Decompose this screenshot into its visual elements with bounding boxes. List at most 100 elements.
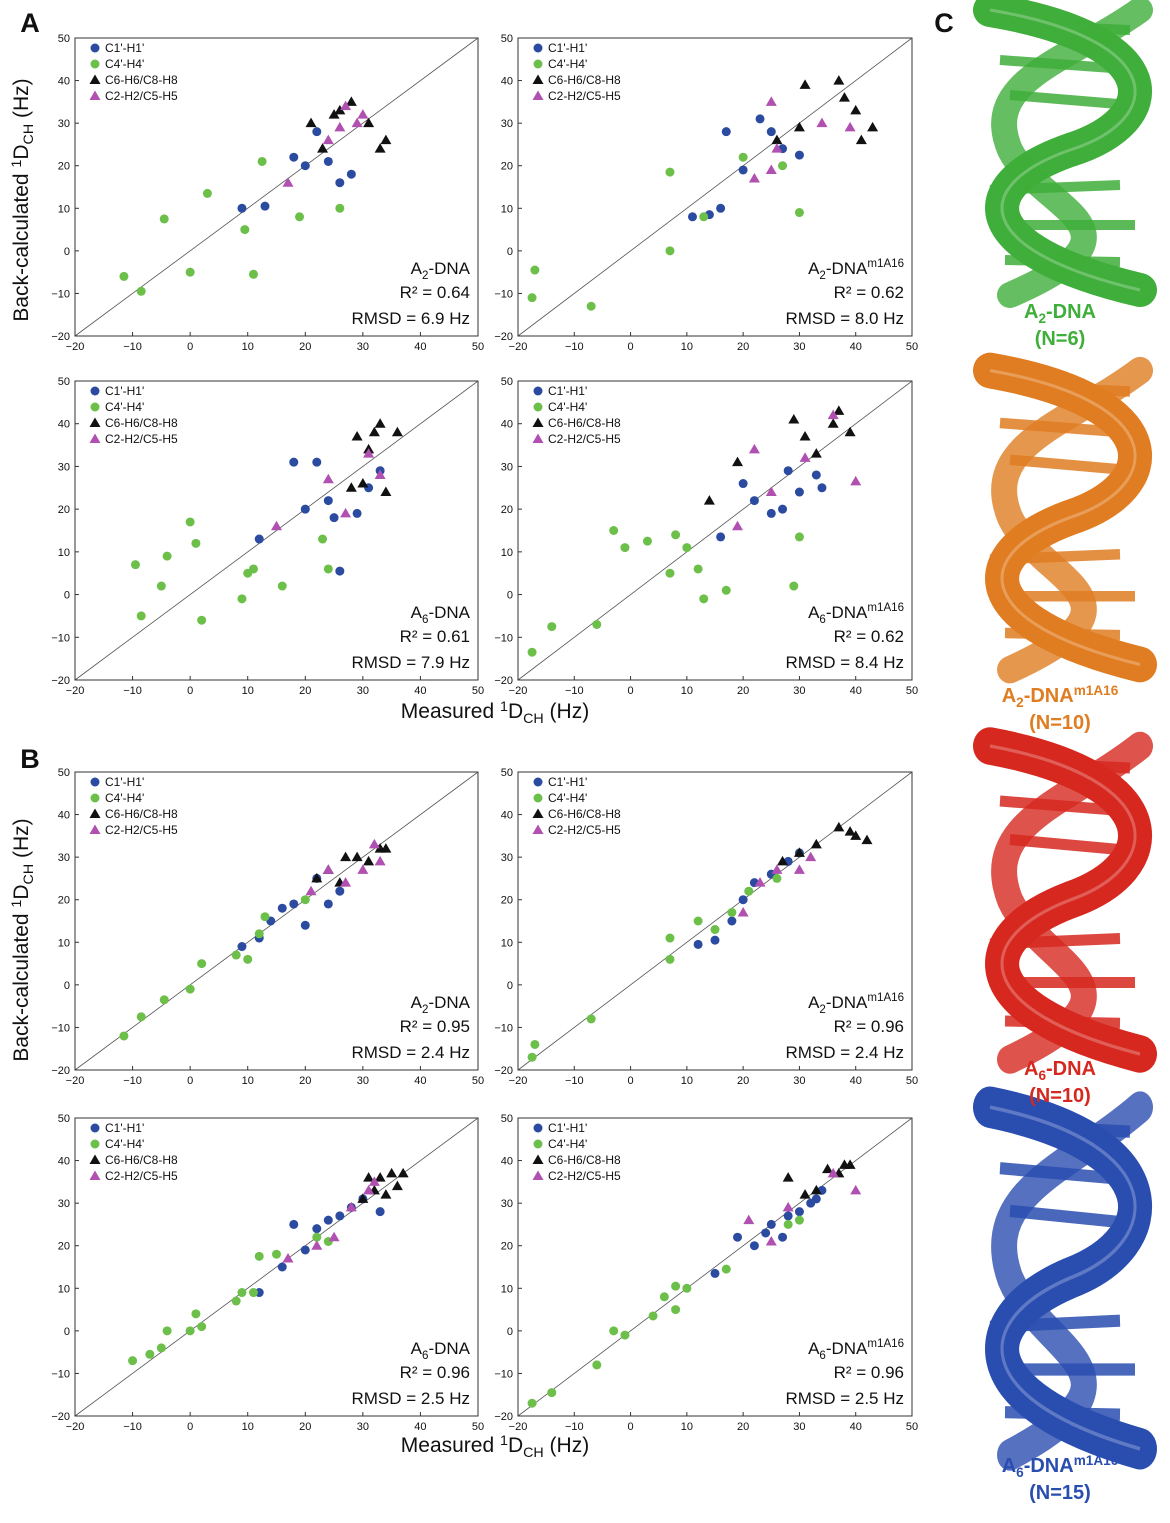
point bbox=[289, 458, 298, 467]
point bbox=[289, 153, 298, 162]
point bbox=[301, 921, 310, 930]
y-tick-label: 10 bbox=[501, 1283, 513, 1295]
point bbox=[722, 1265, 731, 1274]
y-tick-label: 10 bbox=[501, 937, 513, 949]
legend-label: C4'-H4' bbox=[105, 1137, 144, 1151]
y-tick-label: −20 bbox=[494, 1065, 513, 1077]
y-tick-label: 0 bbox=[64, 246, 70, 258]
x-tick-label: 20 bbox=[737, 685, 749, 697]
point bbox=[750, 496, 759, 505]
legend-marker bbox=[91, 403, 100, 412]
point bbox=[160, 995, 169, 1004]
legend-marker bbox=[534, 1124, 543, 1133]
legend-label: C1'-H1' bbox=[105, 1121, 144, 1135]
x-tick-label: 30 bbox=[357, 1075, 369, 1087]
point bbox=[243, 955, 252, 964]
point bbox=[119, 1031, 128, 1040]
point bbox=[237, 594, 246, 603]
x-tick-label: 30 bbox=[793, 1421, 805, 1433]
point bbox=[119, 272, 128, 281]
legend-label: C1'-H1' bbox=[105, 775, 144, 789]
x-tick-label: 10 bbox=[681, 685, 693, 697]
plot: −20−1001020304050−20−1001020304050C1'-H1… bbox=[51, 376, 484, 697]
structure-a6-m1a16 bbox=[990, 1107, 1140, 1455]
text-part: (Hz) bbox=[10, 818, 33, 864]
point bbox=[237, 204, 246, 213]
point bbox=[528, 1399, 537, 1408]
point bbox=[318, 535, 327, 544]
y-tick-label: 0 bbox=[64, 1326, 70, 1338]
y-tick-label: −10 bbox=[51, 288, 70, 300]
y-tick-label: 30 bbox=[501, 852, 513, 864]
point bbox=[665, 569, 674, 578]
y-tick-label: 10 bbox=[58, 1283, 70, 1295]
point bbox=[335, 567, 344, 576]
point bbox=[665, 934, 674, 943]
point bbox=[784, 1211, 793, 1220]
x-tick-label: 40 bbox=[414, 341, 426, 353]
y-tick-label: 0 bbox=[64, 590, 70, 602]
y-tick-label: −10 bbox=[494, 1368, 513, 1380]
y-tick-label: 30 bbox=[501, 1198, 513, 1210]
point bbox=[197, 959, 206, 968]
x-tick-label: 10 bbox=[242, 341, 254, 353]
text-part: 1 bbox=[9, 160, 25, 168]
point bbox=[335, 178, 344, 187]
x-tick-label: 40 bbox=[850, 685, 862, 697]
point bbox=[722, 586, 731, 595]
legend-marker bbox=[91, 44, 100, 53]
x-tick-label: −10 bbox=[123, 341, 142, 353]
point bbox=[157, 582, 166, 591]
legend-marker bbox=[534, 387, 543, 396]
point bbox=[587, 1014, 596, 1023]
point bbox=[312, 1224, 321, 1233]
point bbox=[240, 225, 249, 234]
text-part: A bbox=[411, 259, 423, 278]
point bbox=[772, 874, 781, 883]
point bbox=[649, 1311, 658, 1320]
text-part: A bbox=[808, 259, 820, 278]
point bbox=[767, 509, 776, 518]
text-part: -DNA bbox=[826, 603, 868, 622]
x-tick-label: −10 bbox=[565, 685, 584, 697]
point bbox=[744, 887, 753, 896]
x-tick-label: 0 bbox=[628, 341, 634, 353]
legend-label: C4'-H4' bbox=[548, 791, 587, 805]
legend-label: C2-H2/C5-H5 bbox=[548, 89, 621, 103]
rmsd: RMSD = 6.9 Hz bbox=[351, 309, 470, 328]
figure: ABCMeasured 1DCH (Hz)Back-calculated 1DC… bbox=[0, 0, 1170, 1518]
point bbox=[260, 202, 269, 211]
point bbox=[727, 917, 736, 926]
point bbox=[335, 204, 344, 213]
text-part: (Hz) bbox=[544, 700, 590, 723]
r-squared: R² = 0.96 bbox=[834, 1017, 904, 1036]
x-tick-label: 30 bbox=[357, 685, 369, 697]
point bbox=[699, 212, 708, 221]
point bbox=[716, 204, 725, 213]
text-part: m1A16 bbox=[867, 602, 904, 614]
legend-marker bbox=[91, 387, 100, 396]
point bbox=[186, 985, 195, 994]
y-axis-label: Back-calculated 1DCH (Hz) bbox=[9, 818, 37, 1061]
point bbox=[145, 1350, 154, 1359]
point bbox=[249, 564, 258, 573]
point bbox=[778, 505, 787, 514]
text-part: CH bbox=[21, 124, 37, 145]
point bbox=[716, 532, 725, 541]
legend-label: C1'-H1' bbox=[105, 384, 144, 398]
point bbox=[694, 940, 703, 949]
point bbox=[547, 622, 556, 631]
y-tick-label: 30 bbox=[501, 118, 513, 130]
point bbox=[727, 908, 736, 917]
legend-label: C6-H6/C8-H8 bbox=[548, 416, 621, 430]
x-tick-label: 40 bbox=[414, 1421, 426, 1433]
legend-label: C6-H6/C8-H8 bbox=[105, 73, 178, 87]
text-part: -DNA bbox=[826, 1339, 868, 1358]
x-tick-label: 50 bbox=[906, 1421, 918, 1433]
point bbox=[137, 611, 146, 620]
y-tick-label: 50 bbox=[58, 1113, 70, 1125]
point bbox=[186, 517, 195, 526]
point bbox=[592, 620, 601, 629]
point bbox=[739, 479, 748, 488]
x-tick-label: 20 bbox=[299, 341, 311, 353]
